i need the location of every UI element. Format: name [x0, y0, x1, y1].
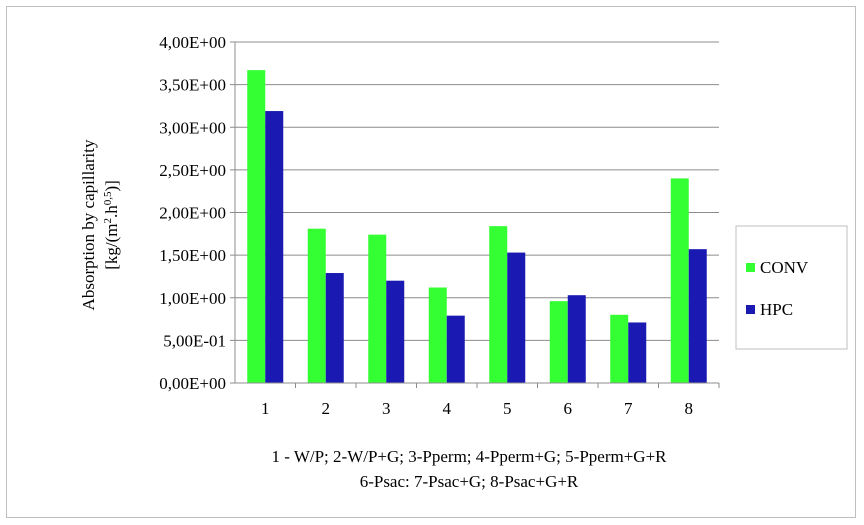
x-axis-title-line1: 1 - W/P; 2-W/P+G; 3-Pperm; 4-Pperm+G; 5-… — [271, 447, 667, 466]
y-axis-title-line1: Absorption by capillarity — [79, 139, 98, 310]
x-tick-label: 8 — [685, 399, 694, 418]
y-tick-label: 4,00E+00 — [159, 33, 226, 52]
bar-conv — [549, 301, 568, 383]
y-tick-label: 3,00E+00 — [159, 118, 226, 137]
y-tick-label: 0,00E+00 — [159, 374, 226, 393]
chart-frame: 0,00E+00 5,00E-01 1,00E+00 1,50E+00 2,00E+00… — [6, 6, 856, 518]
y-tick-label: 3,50E+00 — [159, 76, 226, 95]
bar-hpc — [567, 295, 586, 383]
axes — [230, 41, 720, 388]
bar-conv — [368, 234, 387, 383]
legend-label-hpc: HPC — [760, 300, 793, 319]
legend-swatch-hpc — [746, 305, 755, 314]
x-tick-label: 3 — [382, 399, 391, 418]
y-tick-label: 5,00E-01 — [163, 331, 226, 350]
y-tick-label: 1,00E+00 — [159, 289, 226, 308]
x-tick-label: 7 — [624, 399, 633, 418]
bar-hpc — [386, 280, 405, 383]
y-tick-label: 1,50E+00 — [159, 246, 226, 265]
gridlines — [235, 41, 719, 341]
x-tick-label: 6 — [564, 399, 573, 418]
bars — [247, 70, 707, 384]
bar-hpc — [325, 273, 344, 383]
x-tick-label: 4 — [443, 399, 452, 418]
bar-conv — [247, 70, 266, 383]
legend-swatch-conv — [746, 263, 755, 272]
legend-box — [735, 225, 848, 350]
y-tick-label: 2,50E+00 — [159, 161, 226, 180]
y-tick-labels: 0,00E+00 5,00E-01 1,00E+00 1,50E+00 2,00E+00… — [159, 33, 226, 393]
bar-hpc — [446, 315, 465, 383]
x-axis-title-line2: 6-Psac: 7-Psac+G; 8-Psac+G+R — [360, 472, 579, 491]
y-axis-title-line2: [kg/(m2.h0,5)] — [102, 180, 121, 270]
bar-conv — [610, 314, 629, 383]
x-tick-label: 5 — [503, 399, 512, 418]
bar-conv — [670, 178, 689, 383]
bar-conv — [307, 228, 326, 383]
bar-hpc — [688, 249, 707, 383]
x-tick-label: 2 — [322, 399, 331, 418]
x-tick-label: 1 — [261, 399, 270, 418]
x-tick-labels: 1 2 3 4 5 6 7 8 — [261, 399, 693, 418]
bar-conv — [489, 226, 508, 383]
bar-hpc — [507, 252, 526, 383]
bar-conv — [428, 287, 447, 383]
bar-chart: 0,00E+00 5,00E-01 1,00E+00 1,50E+00 2,00E+00… — [79, 33, 848, 491]
legend-label-conv: CONV — [760, 258, 809, 277]
legend: CONV HPC — [735, 225, 848, 350]
bar-hpc — [628, 322, 647, 383]
bar-hpc — [265, 111, 284, 384]
y-tick-label: 2,00E+00 — [159, 204, 226, 223]
